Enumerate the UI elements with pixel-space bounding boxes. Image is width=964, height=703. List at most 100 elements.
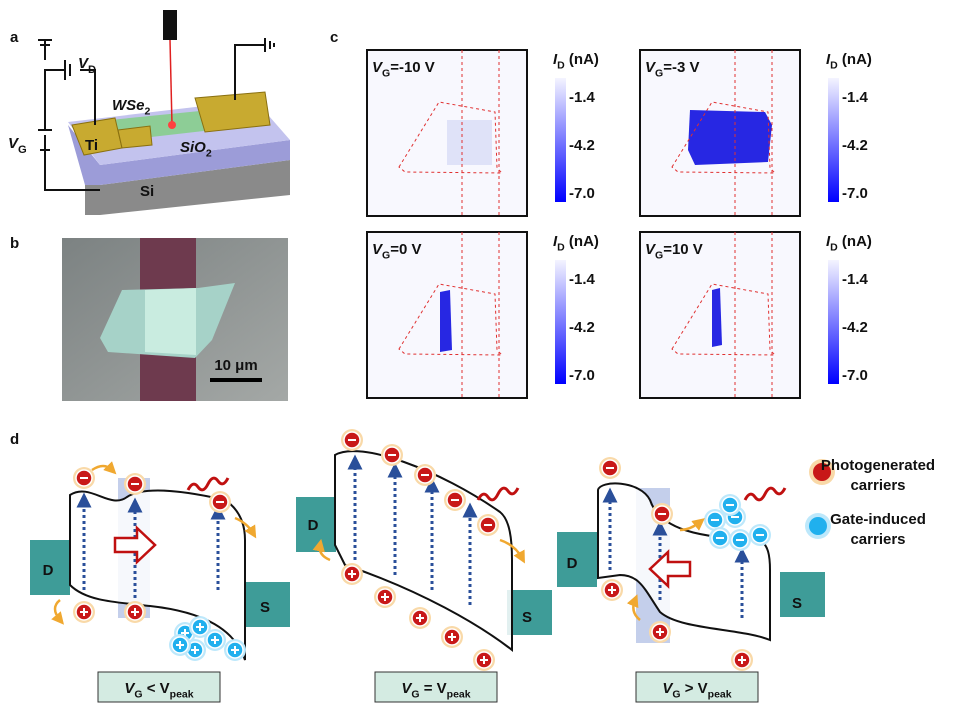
condition-label-part: > V xyxy=(681,680,708,697)
condition-label-part: peak xyxy=(708,689,732,701)
light xyxy=(478,488,518,500)
legend-text: Photogenerated xyxy=(821,457,935,474)
colorbar-label-part: (nA) xyxy=(565,51,599,68)
colorbar-tick-label: -1.4 xyxy=(842,89,869,106)
panel-label: a xyxy=(10,29,19,46)
electron xyxy=(651,503,673,525)
panel-label: c xyxy=(330,29,338,46)
condition-label-part: G xyxy=(411,689,419,701)
colorbar-tick-label: -7.0 xyxy=(842,367,868,384)
electron xyxy=(209,491,231,513)
legend-text: carriers xyxy=(850,477,905,494)
gate-voltage-label-part: =-10 V xyxy=(390,59,435,76)
hole xyxy=(731,649,753,671)
electron xyxy=(729,529,751,551)
panel-label: b xyxy=(10,235,19,252)
hole xyxy=(169,634,191,656)
electron xyxy=(477,514,499,536)
colorbar-tick-label: -1.4 xyxy=(842,271,869,288)
electron xyxy=(749,524,771,546)
micrograph xyxy=(62,238,288,401)
colorbar-tick-label: -4.2 xyxy=(842,319,868,336)
legend-dot xyxy=(809,517,827,535)
electron xyxy=(444,489,466,511)
colorbar-label-part: (nA) xyxy=(565,233,599,250)
condition-label-part: G xyxy=(672,689,680,701)
hole xyxy=(601,579,623,601)
condition-label-part: < V xyxy=(143,680,170,697)
gate-voltage-label-part: G xyxy=(382,68,390,80)
hole xyxy=(224,639,246,661)
electron xyxy=(414,464,436,486)
electron xyxy=(73,467,95,489)
carrier-flow xyxy=(55,600,60,620)
condition-label-part: peak xyxy=(170,689,194,701)
photocurrent-region xyxy=(688,110,772,165)
colorbar-tick-label: -7.0 xyxy=(569,185,595,202)
colorbar-tick-label: -1.4 xyxy=(569,271,596,288)
hole xyxy=(124,601,146,623)
colorbar-label: ID (nA) xyxy=(826,51,872,72)
light xyxy=(745,488,785,500)
colorbar-label: ID (nA) xyxy=(553,51,599,72)
colorbar xyxy=(555,78,566,202)
legend-text: carriers xyxy=(850,531,905,548)
drain-voltage-label-part: D xyxy=(88,64,96,76)
gate-voltage-label-part: G xyxy=(18,144,27,156)
gate-voltage-label-part: G xyxy=(655,250,663,262)
colorbar-tick-label: -7.0 xyxy=(842,185,868,202)
colorbar-tick-label: -4.2 xyxy=(569,137,595,154)
colorbar xyxy=(555,260,566,384)
photocurrent-region xyxy=(440,290,452,352)
photocurrent-maps: -1.4 -4.2 -7.0 -1.4 -4.2 -7.0 -1.4 -4.2 -7.0 -1.4… xyxy=(367,50,869,398)
source-label: S xyxy=(792,595,802,612)
electron xyxy=(599,457,621,479)
material-label-part: 2 xyxy=(145,106,151,118)
condition-label-part: peak xyxy=(447,689,471,701)
gate-voltage-label: VG xyxy=(8,135,27,156)
colorbar-tick-label: -7.0 xyxy=(569,367,595,384)
drain-label: D xyxy=(308,517,319,534)
carrier-flow xyxy=(92,466,112,470)
material-label: WSe2 xyxy=(112,97,151,118)
colorbar xyxy=(828,78,839,202)
hole xyxy=(409,607,431,629)
hole xyxy=(73,601,95,623)
colorbar-label: ID (nA) xyxy=(553,233,599,254)
panel-label: d xyxy=(10,431,19,448)
colorbar-tick-label: -4.2 xyxy=(842,137,868,154)
material-label-part: WSe xyxy=(112,97,145,114)
source-label: S xyxy=(260,599,270,616)
colorbar-label-part: (nA) xyxy=(838,51,872,68)
hole xyxy=(473,649,495,671)
faint-signal xyxy=(447,120,492,165)
band-diagrams: DSDSDSPhotogeneratedcarriersGate-induced… xyxy=(30,429,935,702)
colorbar-label-part: (nA) xyxy=(838,233,872,250)
contact xyxy=(780,572,825,617)
electron xyxy=(709,527,731,549)
condition-label-part: = V xyxy=(420,680,447,697)
gate-voltage-label-part: =0 V xyxy=(390,241,421,258)
hole xyxy=(341,563,363,585)
oxide-label-part: SiO xyxy=(180,139,206,156)
colorbar xyxy=(828,260,839,384)
electron xyxy=(719,494,741,516)
electrode-label: Ti xyxy=(85,137,98,154)
gate-voltage-label-part: G xyxy=(655,68,663,80)
light xyxy=(188,478,228,490)
substrate-label: Si xyxy=(140,183,154,200)
gate-voltage-label-part: G xyxy=(382,250,390,262)
colorbar-tick-label: -1.4 xyxy=(569,89,596,106)
colorbar-label: ID (nA) xyxy=(826,233,872,254)
drain-voltage-label: VD xyxy=(78,55,96,76)
figure: -1.4 -4.2 -7.0 -1.4 -4.2 -7.0 -1.4 -4.2 -7.0 -1.4… xyxy=(0,0,964,703)
hole xyxy=(204,629,226,651)
electron xyxy=(341,429,363,451)
hole xyxy=(649,621,671,643)
electron xyxy=(124,473,146,495)
source-label: S xyxy=(522,609,532,626)
carrier-flow xyxy=(680,522,700,530)
electron xyxy=(381,444,403,466)
oxide-label-part: 2 xyxy=(206,148,212,160)
gate-voltage-label-part: =10 V xyxy=(663,241,703,258)
